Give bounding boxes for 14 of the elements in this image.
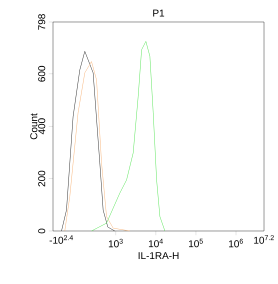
- y-tick-label: 200: [38, 170, 46, 186]
- x-tick-label: 10$^{6}$: [229, 238, 243, 248]
- text: 10$^{7.2}$: [254, 235, 274, 244]
- y-tick-label: 400: [38, 118, 46, 134]
- x-tick-label: 10$^{3}$: [108, 238, 123, 248]
- x-tick-label: 10$^{5}$: [188, 238, 203, 248]
- y-tick-label: 0: [38, 228, 46, 234]
- x-tick-label: 10$^{4}$: [148, 238, 163, 248]
- x-axis-title: IL-1RA-H: [138, 252, 178, 260]
- chart-title: P1: [153, 10, 164, 16]
- y-tick-label: 600: [38, 66, 46, 82]
- y-axis-title: Count: [30, 113, 38, 140]
- y-tick-label: 798: [38, 14, 46, 30]
- text: -10$^{2.4}$: [50, 235, 74, 244]
